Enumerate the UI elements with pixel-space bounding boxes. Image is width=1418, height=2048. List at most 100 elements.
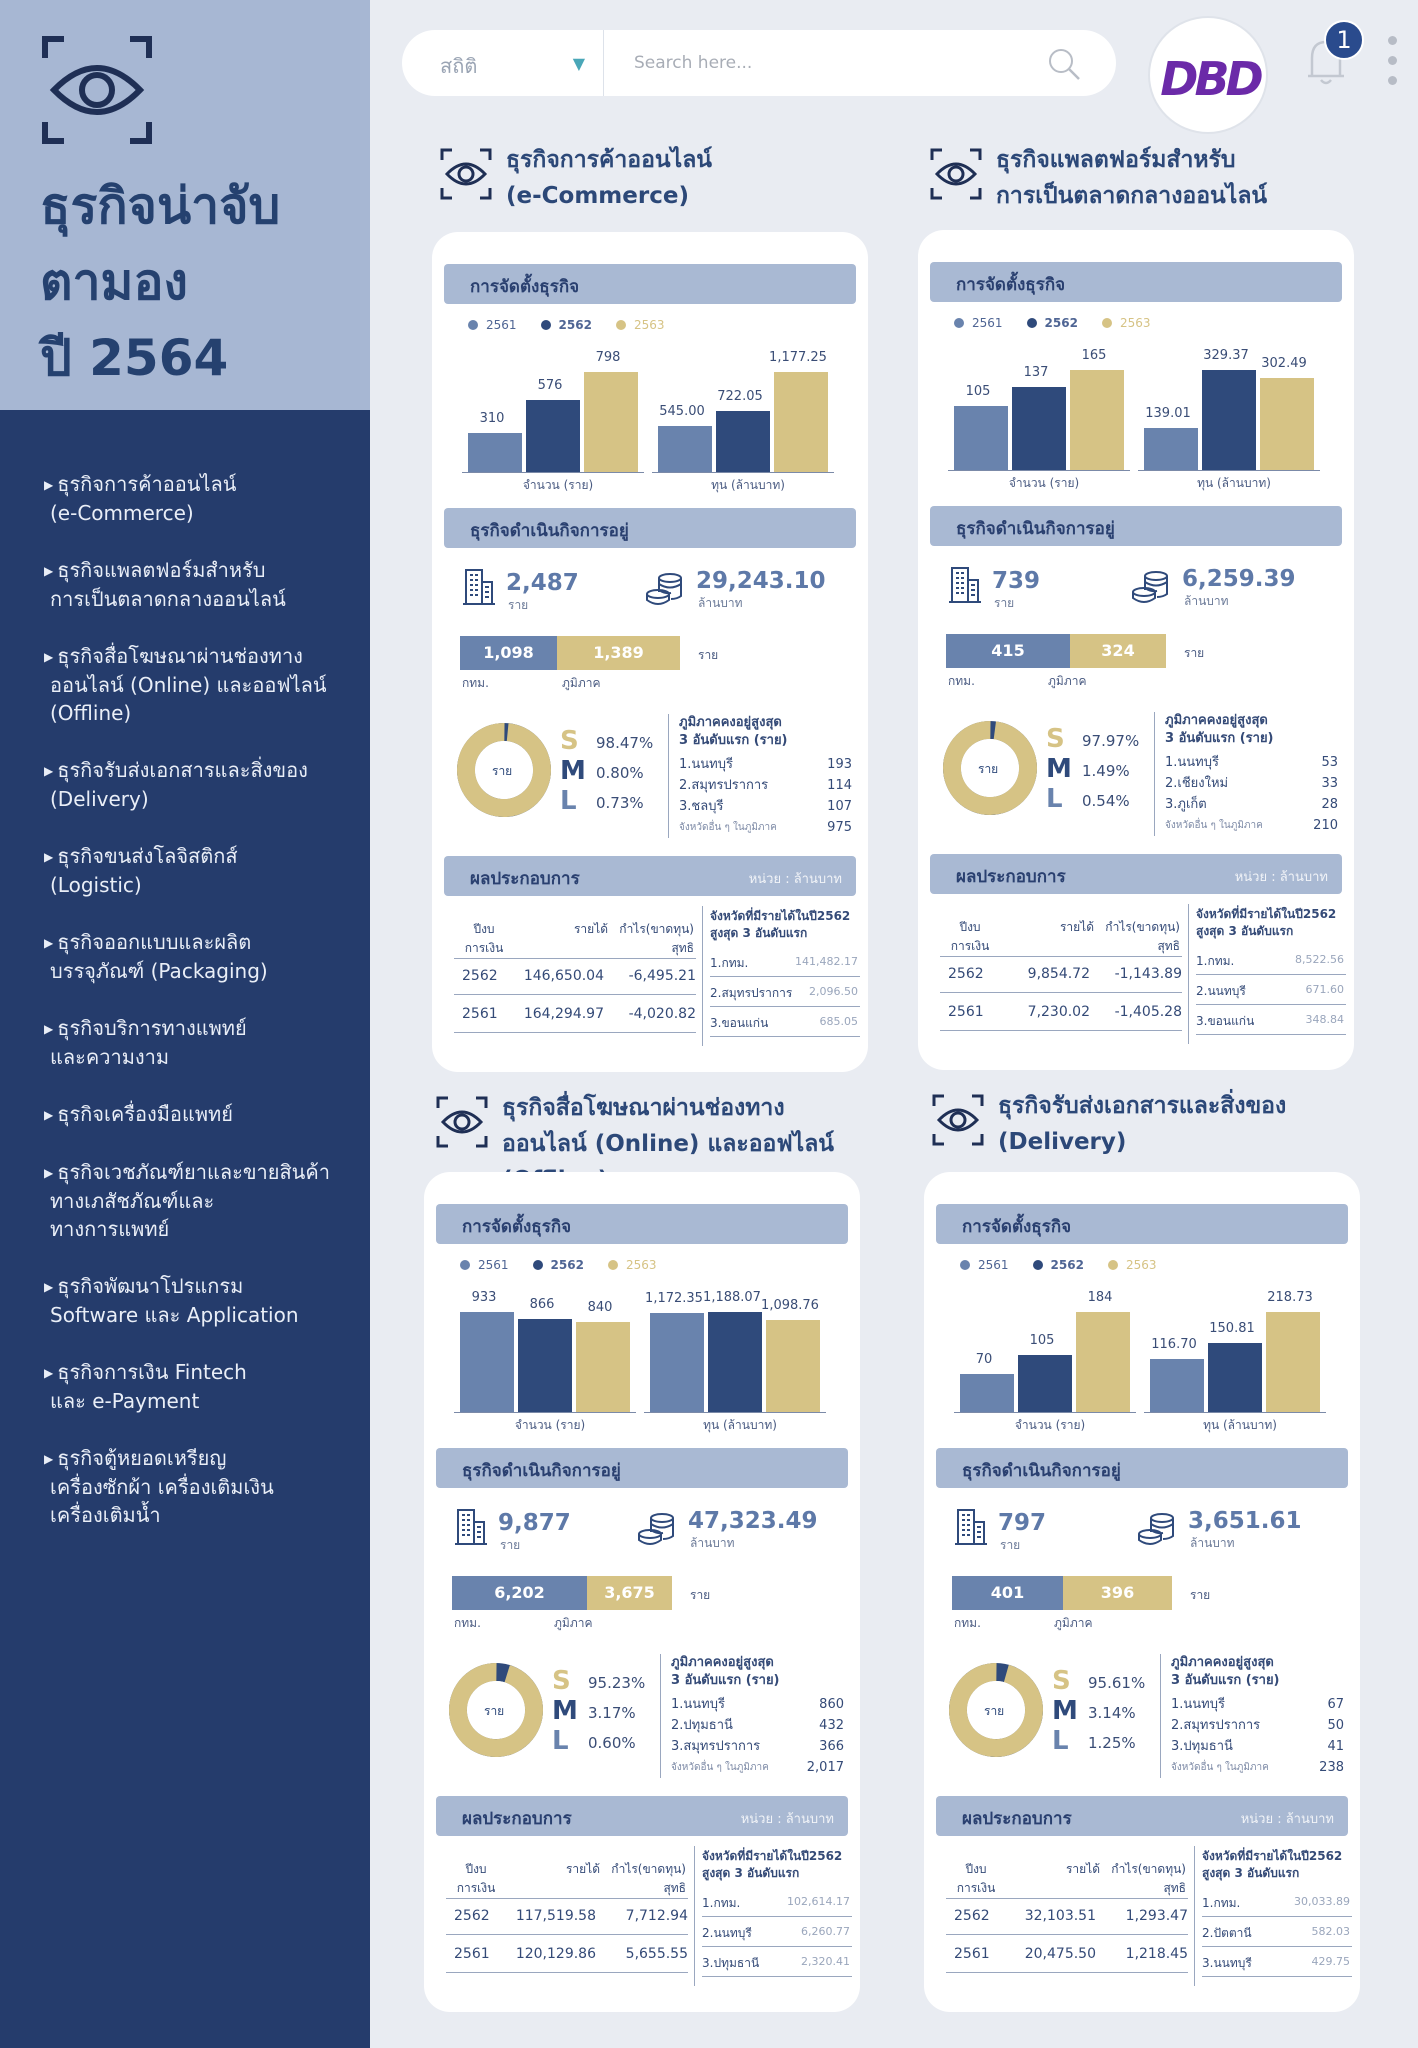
- axis-label: ทุน (ล้านบาท): [711, 478, 785, 492]
- search-input[interactable]: [634, 48, 1034, 78]
- coins-icon: [644, 568, 684, 610]
- column-divider: [702, 906, 703, 1046]
- size-donut-chart: [948, 1662, 1044, 1758]
- bar-value-label: 1,188.07: [703, 1290, 761, 1305]
- category-select[interactable]: สถิติ ▼: [402, 30, 604, 96]
- row-divider: [1202, 1916, 1352, 1917]
- legend-item: 2561: [954, 316, 1003, 330]
- province-title-line: จังหวัดที่มีรายได้ในปี2562: [710, 909, 851, 923]
- size-value-s: 95.61%: [1088, 1674, 1146, 1692]
- section-title-line: ธุรกิจแพลตฟอร์มสำหรับ: [996, 147, 1236, 173]
- province-title-line: สูงสุด 3 อันดับแรก: [702, 1866, 800, 1880]
- legend-dot: [607, 1260, 618, 1270]
- region-name: 3.ชลบุรี: [679, 799, 724, 814]
- region-value: 28: [1321, 797, 1338, 812]
- sidebar-item[interactable]: ▶ ธุรกิจบริการทางแพทย์ และความงาม: [44, 1014, 360, 1071]
- region-name: จังหวัดอื่น ๆ ในภูมิภาค: [671, 1762, 769, 1773]
- chevron-down-icon: ▼: [572, 54, 585, 73]
- sidebar-item[interactable]: ▶ ธุรกิจการเงิน Fintech และ e-Payment: [44, 1358, 360, 1415]
- bar-value-label: 1,177.25: [769, 350, 827, 365]
- region-row: 3.สมุทรปราการ 366: [671, 1736, 844, 1757]
- performance-header: ผลประกอบการ หน่วย : ล้านบาท: [436, 1796, 848, 1836]
- bkk-segment: 1,098: [460, 636, 557, 670]
- triangle-right-icon: ▶: [44, 1108, 54, 1122]
- size-letter-m: M: [560, 756, 586, 786]
- province-title: จังหวัดที่มีรายได้ในปี2562 สูงสุด 3 อันดั…: [1202, 1848, 1352, 1882]
- province-value: 429.75: [1311, 1955, 1351, 1968]
- province-value: 6,260.77: [801, 1925, 850, 1938]
- province-value: 2,096.50: [809, 985, 858, 998]
- axis-label: จำนวน (ราย): [1008, 476, 1080, 490]
- province-title-line: จังหวัดที่มีรายได้ในปี2562: [1202, 1849, 1343, 1863]
- performance-table: ปีงบ การเงิน รายได้ กำไร(ขาดทุน) สุทธิ 2562 32…: [924, 1838, 1360, 2008]
- bar-value-label: 302.49: [1261, 356, 1307, 371]
- perf-year: 2562: [948, 966, 984, 982]
- row-divider: [702, 1916, 852, 1917]
- row-divider: [940, 992, 1182, 993]
- sidebar-item[interactable]: ▶ ธุรกิจเครื่องมือแพทย์: [44, 1100, 360, 1129]
- sidebar-item-label: ธุรกิจตู้หยอดเหรียญ: [57, 1446, 227, 1470]
- section-title-line: ธุรกิจการค้าออนไลน์: [506, 147, 713, 173]
- sidebar-item[interactable]: ▶ ธุรกิจออกแบบและผลิต บรรจุภัณฑ์ (Packagin…: [44, 928, 360, 985]
- sidebar-item[interactable]: ▶ ธุรกิจสื่อโฆษณาผ่านช่องทาง ออนไลน์ (Onli…: [44, 642, 360, 727]
- column-divider: [1188, 904, 1189, 1044]
- notification-badge[interactable]: 1: [1324, 20, 1364, 60]
- legend-dot: [1107, 1260, 1118, 1270]
- sidebar-header: ธุรกิจน่าจับ ตามอง ปี 2564: [0, 0, 370, 410]
- bar-value-label: 722.05: [717, 389, 763, 404]
- sidebar-item[interactable]: ▶ ธุรกิจตู้หยอดเหรียญ เครื่องซักผ้า เครื่อ…: [44, 1444, 360, 1529]
- region-name: 2.เชียงใหม่: [1165, 776, 1229, 791]
- axis-line: [454, 1412, 636, 1413]
- regions-title-line: 3 อันดับแรก (ราย): [679, 733, 788, 748]
- sidebar-item[interactable]: ▶ ธุรกิจแพลตฟอร์มสำหรับ การเป็นตลาดกลางออน…: [44, 556, 360, 613]
- sidebar-item[interactable]: ▶ ธุรกิจขนส่งโลจิสติกส์ (Logistic): [44, 842, 360, 899]
- sidebar-item-label: ทางเภสัชภัณฑ์และ: [50, 1189, 215, 1213]
- row-divider: [1196, 1004, 1346, 1005]
- chart-legend: 2561 2562 2563: [460, 1258, 681, 1272]
- perf-revenue: 120,129.86: [515, 1946, 596, 1962]
- province-title: จังหวัดที่มีรายได้ในปี2562 สูงสุด 3 อันดั…: [710, 908, 860, 942]
- sidebar-item[interactable]: ▶ ธุรกิจการค้าออนไลน์ (e-Commerce): [44, 470, 360, 527]
- region-name: จังหวัดอื่น ๆ ในภูมิภาค: [1165, 820, 1263, 831]
- chart-bar: [1150, 1359, 1204, 1412]
- size-value-s: 98.47%: [596, 734, 654, 752]
- sidebar-item[interactable]: ▶ ธุรกิจพัฒนาโปรแกรม Software และ Applicat…: [44, 1272, 360, 1329]
- col-profit-line: กำไร(ขาดทุน): [1111, 1862, 1186, 1876]
- legend-dot: [532, 1260, 543, 1270]
- more-menu-icon[interactable]: [1388, 36, 1398, 96]
- col-profit-line: สุทธิ: [671, 941, 694, 955]
- chart-bar: [658, 426, 712, 472]
- region-label: ภูมิภาค: [562, 676, 601, 690]
- sidebar-item[interactable]: ▶ ธุรกิจเวชภัณฑ์ยาและขายสินค้า ทางเภสัชภัณ…: [44, 1158, 360, 1243]
- chart-bar: [1018, 1355, 1072, 1412]
- size-value-l: 0.73%: [596, 794, 644, 812]
- region-label: ภูมิภาค: [1054, 1616, 1093, 1630]
- region-row-other: จังหวัดอื่น ๆ ในภูมิภาค 238: [1171, 1757, 1344, 1778]
- row-divider: [710, 976, 860, 977]
- building-icon: [454, 1508, 488, 1550]
- dbd-logo[interactable]: DBD: [1148, 16, 1268, 134]
- perf-profit: 1,218.45: [1125, 1946, 1188, 1962]
- size-value-l: 0.54%: [1082, 792, 1130, 810]
- province-title-line: สูงสุด 3 อันดับแรก: [1202, 1866, 1300, 1880]
- province-name: 1.กทม.: [710, 956, 749, 970]
- region-row: 1.นนทบุรี 193: [679, 754, 852, 775]
- region-name: 1.นนทบุรี: [1171, 1697, 1225, 1712]
- row-divider: [1202, 1946, 1352, 1947]
- legend-dot: [468, 320, 478, 330]
- section-title: ธุรกิจรับส่งเอกสารและสิ่งของ (Delivery): [932, 1088, 1412, 1168]
- region-label: ภูมิภาค: [554, 1616, 593, 1630]
- bar-value-label: 545.00: [659, 404, 705, 419]
- legend-label: 2563: [625, 1258, 657, 1272]
- region-name: 2.สมุทรปราการ: [1171, 1718, 1261, 1733]
- sidebar-item[interactable]: ▶ ธุรกิจรับส่งเอกสารและสิ่งของ (Delivery): [44, 756, 360, 813]
- search-icon[interactable]: [1044, 44, 1084, 84]
- count-unit: ราย: [508, 598, 529, 612]
- legend-item: 2561: [960, 1258, 1009, 1272]
- province-value: 685.05: [819, 1015, 859, 1028]
- region-value: 114: [827, 778, 852, 793]
- axis-label: ทุน (ล้านบาท): [703, 1418, 777, 1432]
- col-revenue: รายได้: [1059, 920, 1094, 934]
- region-row: 2.ปทุมธานี 432: [671, 1715, 844, 1736]
- region-row-other: จังหวัดอื่น ๆ ในภูมิภาค 210: [1165, 815, 1338, 836]
